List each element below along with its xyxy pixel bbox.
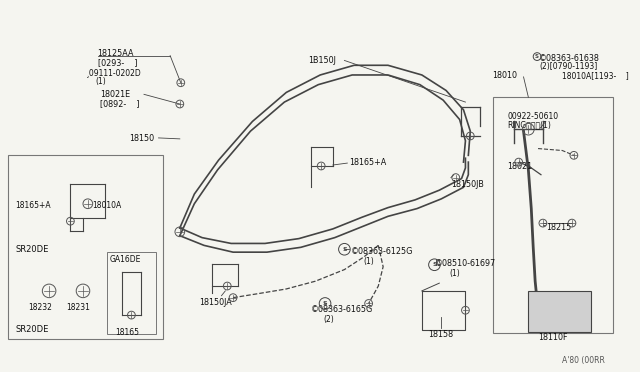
Text: S: S: [535, 54, 539, 59]
Text: 18125AA: 18125AA: [97, 49, 134, 58]
Bar: [107, 252, 156, 334]
Text: S: S: [342, 247, 347, 252]
Text: 18150JA: 18150JA: [199, 298, 232, 307]
Text: ©08510-61697: ©08510-61697: [435, 259, 496, 268]
Text: [0892-    ]: [0892- ]: [100, 99, 140, 108]
Bar: [493, 97, 612, 333]
Text: 18231: 18231: [67, 304, 90, 312]
Text: 18021E: 18021E: [100, 90, 131, 99]
Text: 18150: 18150: [129, 134, 155, 143]
Text: S: S: [323, 301, 328, 306]
Text: 18010A: 18010A: [93, 201, 122, 210]
Text: 18165: 18165: [115, 328, 139, 337]
Text: 18232: 18232: [28, 304, 52, 312]
Text: SR20DE: SR20DE: [15, 325, 49, 334]
Text: ¸09111-0202D: ¸09111-0202D: [86, 68, 141, 77]
Text: ©08363-6165G: ©08363-6165G: [310, 305, 372, 314]
Text: (1): (1): [364, 257, 374, 266]
Text: 1B150J: 1B150J: [308, 55, 337, 65]
Text: 18165+A: 18165+A: [349, 158, 387, 167]
Bar: [529, 291, 591, 331]
Text: A'80 (00RR: A'80 (00RR: [563, 356, 605, 365]
Text: (1): (1): [95, 77, 106, 86]
Text: 18215: 18215: [546, 223, 571, 232]
Text: 18110F: 18110F: [538, 333, 568, 341]
Text: SR20DE: SR20DE: [15, 246, 49, 254]
Text: 18010A[1193-    ]: 18010A[1193- ]: [563, 71, 629, 80]
Text: [0293-    ]: [0293- ]: [97, 58, 137, 67]
Bar: [8, 155, 163, 339]
Text: RINGリング(1): RINGリング(1): [507, 121, 551, 129]
Text: 18150JB: 18150JB: [451, 180, 484, 189]
Text: (2)[0790-1193]: (2)[0790-1193]: [539, 62, 597, 71]
Text: (2): (2): [323, 315, 334, 324]
Text: (1): (1): [449, 269, 460, 278]
Text: 18158: 18158: [429, 330, 454, 339]
Text: 00922-50610: 00922-50610: [507, 112, 558, 121]
Text: ©08363-6125G: ©08363-6125G: [351, 247, 413, 256]
Text: 18021: 18021: [507, 162, 532, 171]
Text: GA16DE: GA16DE: [110, 255, 141, 264]
Text: 18010: 18010: [493, 71, 518, 80]
Text: S: S: [432, 262, 436, 267]
Text: ©08363-61638: ©08363-61638: [539, 54, 600, 62]
Text: 18165+A: 18165+A: [15, 201, 51, 210]
